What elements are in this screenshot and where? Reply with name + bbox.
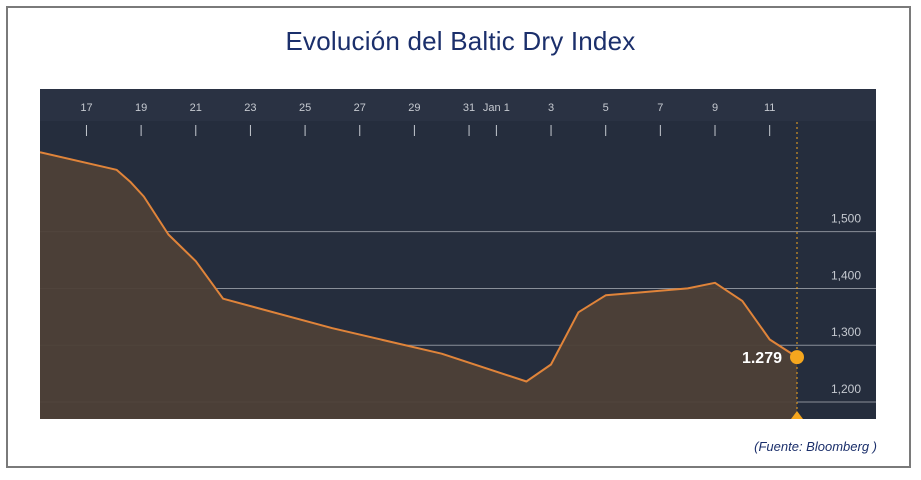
chart-svg: 1,200 1,300 1,400 1,500 17 19 21 23 25 27 29 31 Jan …: [39, 89, 876, 419]
x-tick-label: 7: [657, 102, 663, 114]
last-value-point: [790, 350, 804, 365]
x-tick-label: 9: [712, 102, 718, 114]
x-tick-label: 27: [354, 102, 366, 114]
x-tick-label: 5: [603, 102, 609, 114]
page-title: Evolución del Baltic Dry Index: [285, 26, 636, 56]
x-tick-label: 31: [463, 102, 475, 114]
source-note: (Fuente: Bloomberg ): [754, 439, 877, 454]
x-tick-label: 23: [244, 102, 256, 114]
x-tick-label: 29: [408, 102, 420, 114]
y-tick-label: 1,200: [831, 382, 861, 396]
x-tick-label: 11: [764, 102, 775, 114]
series-area: [40, 152, 797, 419]
x-tick-label: 25: [299, 102, 311, 114]
x-tick-label: Jan 1: [483, 102, 510, 114]
y-tick-label: 1,400: [831, 268, 861, 282]
last-value-label: 1.279: [742, 350, 782, 367]
x-tick-label: 19: [135, 102, 147, 114]
cursor-marker: [791, 411, 803, 419]
chart: 1,200 1,300 1,400 1,500 17 19 21 23 25 27 29 31 Jan …: [39, 89, 876, 419]
x-tick-label: 3: [548, 102, 554, 114]
y-tick-label: 1,500: [831, 212, 861, 226]
x-tick-label: 17: [80, 102, 92, 114]
x-axis-band: [40, 89, 876, 121]
x-tick-label: 21: [190, 102, 202, 114]
y-tick-label: 1,300: [831, 325, 861, 339]
series-line: [39, 151, 798, 383]
